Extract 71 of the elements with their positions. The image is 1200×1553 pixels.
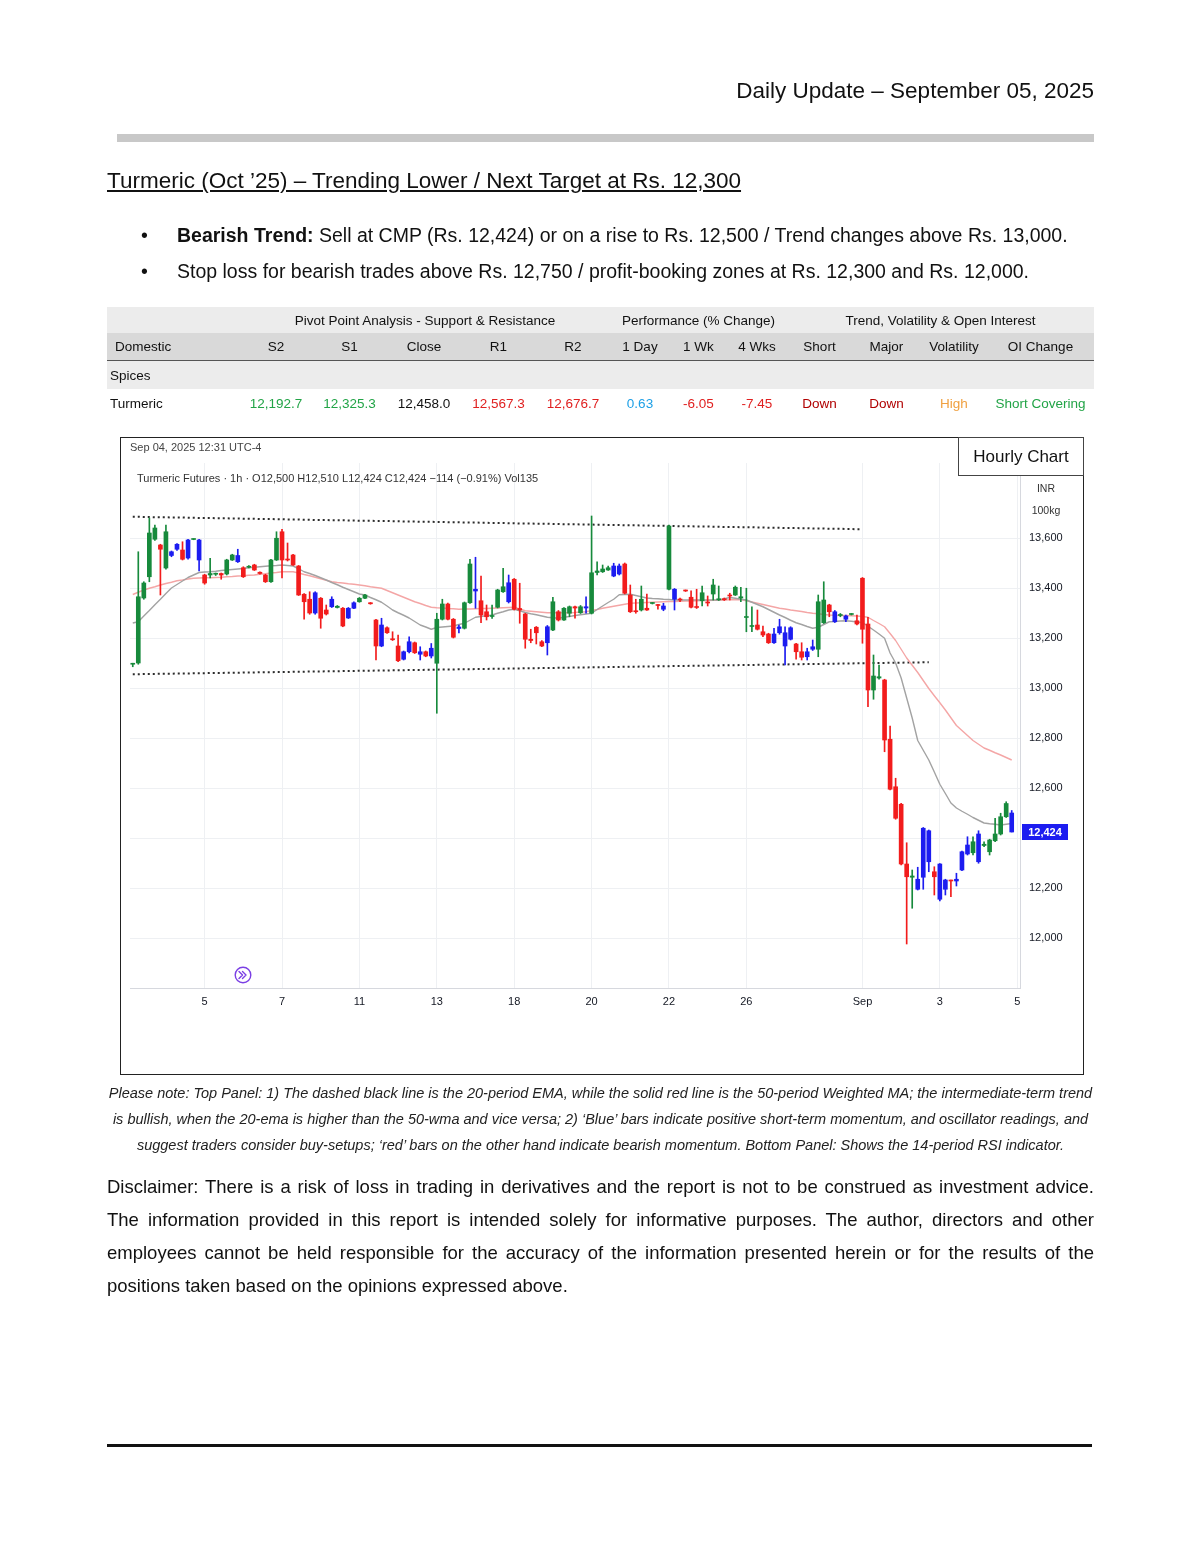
x-tick-label: 22 [662, 994, 676, 1007]
text: 1 Day [621, 339, 659, 354]
text: 0.63 [625, 395, 655, 411]
text: 4 Wks [737, 339, 777, 354]
text: Domestic [114, 339, 173, 354]
y-tick-label: 13,400 [1029, 581, 1063, 594]
text: Sep 04, 2025 12:31 UTC-4 [130, 440, 262, 455]
x-tick-label: 5 [201, 994, 208, 1007]
candlestick [489, 604, 495, 619]
text: Close [405, 339, 443, 354]
y-tick-label: 12,000 [1029, 931, 1063, 944]
x-tick-label: 20 [585, 994, 598, 1007]
text: 12,458.0 [396, 395, 452, 411]
candlestick [749, 606, 755, 633]
text: Disclaimer: There is a risk of loss in trading in derivatives and the report is not to be construed as investment advice. The information provided in this report is intended solely for informative purposes. The author, directors and other employees cannot be held responsible for the accuracy of the information presented herein or for the results of the positions taken based on the opinions expressed above. [107, 1175, 1094, 1298]
candlestick [909, 869, 915, 909]
text: Turmeric (Oct ’25) – Trending Lower / Next Target at Rs. 12,300 [107, 167, 742, 195]
y-axis-title: INR 100kg [1030, 481, 1062, 518]
text: Sell at CMP (Rs. 12,424) or on a rise to Rs. 12,500 / Trend changes above Rs. 13,000. [318, 224, 1068, 246]
text: OI Change [1006, 339, 1075, 354]
candlestick [716, 585, 722, 601]
text: 12,325.3 [322, 395, 377, 411]
x-tick-label: 18 [508, 994, 521, 1007]
text: High [939, 395, 969, 411]
y-tick-label: 13,000 [1029, 681, 1063, 694]
y-tick-label: 12,800 [1029, 731, 1063, 744]
candlestick [931, 866, 937, 896]
candlestick [218, 572, 224, 580]
text: Daily Update – September 05, 2025 [736, 77, 1094, 105]
x-tick-label: 13 [430, 994, 443, 1007]
x-tick-label: 11 [353, 994, 366, 1007]
text: Trend, Volatility & Open Interest [844, 312, 1037, 328]
text: Short Covering [994, 395, 1087, 411]
text: 12,192.7 [248, 395, 304, 411]
text: • [141, 259, 148, 284]
text: -6.05 [682, 395, 715, 411]
text: Turmeric Futures · 1h · O12,500 H12,510 L12,424 C12,424 −114 (−0.91%) Vol135 [137, 471, 539, 485]
y-tick-label: 12,200 [1029, 881, 1063, 894]
text: R1 [488, 339, 509, 354]
text: Spices [109, 367, 152, 383]
text: Major [868, 339, 905, 354]
x-tick-label: Sep [852, 994, 873, 1007]
candlestick [904, 842, 910, 945]
y-tick-label: 13,200 [1029, 631, 1063, 644]
line-series [131, 661, 930, 676]
annotation: Hourly Chart [958, 437, 1084, 476]
text: Stop loss for bearish trades above Rs. 12,750 / profit-booking zones at Rs. 12,300 and Rs. 12,000. [177, 259, 1030, 284]
text: 12,676.7 [545, 395, 601, 411]
y-tick-label: 13,600 [1029, 531, 1063, 544]
text: Please note: Top Panel: 1) The dashed black line is the 20-period EMA, while the solid red line is the 50-period Weighted MA; the intermediate-term trend is bullish, when the 20-ema is higher than the 50-wma and vice versa; 2) ‘Blue’ bars indicate positive short-term momentum, and oscillator readings, and suggest traders consider buy-setups; ‘red’ bars on the other hand indicate bearish momentum. Bottom Panel: Shows the 14-period RSI indicator. [107, 1084, 1094, 1155]
x-tick-label: 5 [1014, 994, 1021, 1007]
text: 1 Wk [682, 339, 715, 354]
text: 12,567.3 [471, 395, 526, 411]
text: Short [802, 339, 837, 354]
text: Bearish Trend: [177, 224, 314, 246]
x-tick-label: 7 [278, 994, 286, 1007]
x-tick-label: 26 [740, 994, 753, 1007]
text: Turmeric [109, 395, 164, 411]
text: Performance (% Change) [620, 312, 777, 328]
text: S1 [340, 339, 359, 354]
text: Down [801, 395, 838, 411]
text: R2 [563, 339, 583, 354]
text: 12,424 [1028, 825, 1063, 838]
text: S2 [266, 339, 286, 354]
text: Volatility [928, 339, 980, 354]
text: Down [868, 395, 905, 411]
x-tick-label: 3 [936, 994, 943, 1007]
text: • [141, 223, 148, 248]
y-tick-label: 12,600 [1029, 781, 1063, 794]
text: -7.45 [740, 395, 774, 411]
text: Pivot Point Analysis - Support & Resistance [293, 312, 557, 328]
